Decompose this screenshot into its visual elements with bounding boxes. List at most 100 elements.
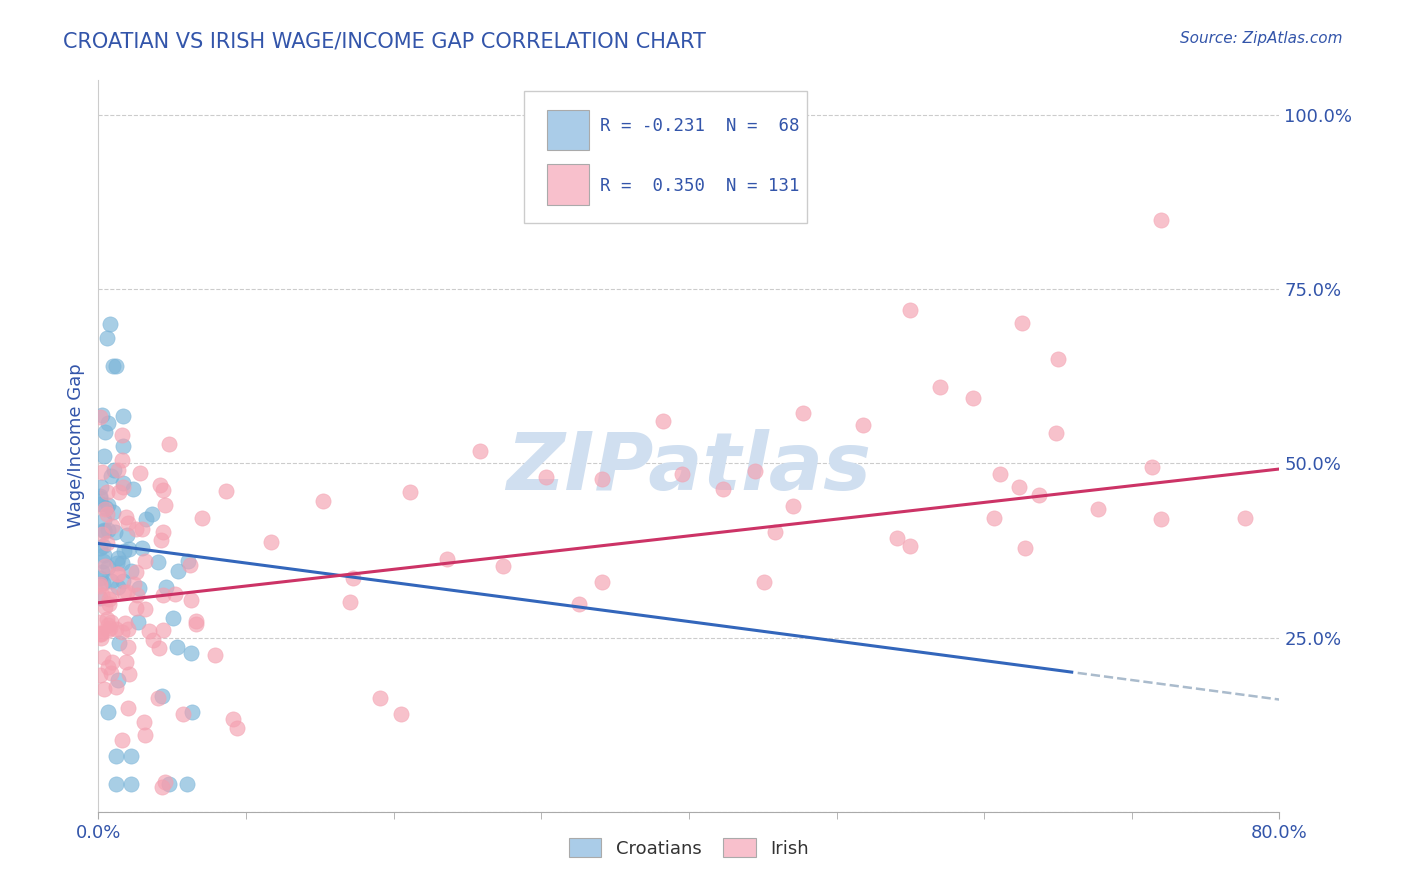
Point: [93, 524, 115, 538]
Point: [260, 535, 283, 549]
Point: [962, 391, 984, 405]
Point: [90, 480, 112, 494]
Point: [117, 700, 139, 714]
Point: [112, 438, 135, 452]
Point: [93, 513, 115, 527]
Point: [103, 359, 125, 373]
Point: [112, 479, 135, 493]
Point: [104, 622, 127, 636]
Point: [1234, 511, 1257, 525]
Point: [112, 584, 135, 599]
Point: [105, 566, 128, 581]
Point: [96, 485, 118, 500]
Point: [107, 551, 129, 566]
Point: [108, 484, 131, 499]
Point: [97, 617, 120, 632]
Point: [96, 535, 118, 549]
Point: [89, 491, 111, 505]
Point: [568, 597, 591, 611]
Point: [111, 427, 134, 442]
Point: [97, 499, 120, 513]
Point: [184, 616, 207, 631]
Point: [89, 410, 111, 425]
Point: [852, 417, 875, 432]
Point: [180, 592, 202, 607]
Point: [368, 690, 391, 705]
Point: [97, 597, 120, 611]
Point: [149, 533, 172, 547]
Point: [103, 505, 125, 519]
Point: [166, 640, 188, 655]
Point: [94, 425, 117, 439]
Point: [91, 588, 114, 602]
Point: [91, 527, 114, 541]
Point: [112, 544, 135, 558]
Point: [111, 475, 134, 490]
Point: [100, 666, 122, 681]
Point: [155, 580, 177, 594]
Point: [127, 615, 149, 629]
Point: [142, 633, 165, 648]
Point: [93, 449, 115, 463]
Point: [671, 467, 693, 481]
Point: [204, 648, 226, 662]
Point: [117, 585, 139, 599]
Point: [110, 625, 132, 640]
Point: [100, 615, 122, 630]
Point: [711, 482, 734, 496]
Point: [115, 510, 138, 524]
Point: [93, 548, 115, 562]
Point: [108, 635, 131, 649]
Legend: Croatians, Irish: Croatians, Irish: [562, 831, 815, 865]
Point: [651, 414, 673, 428]
Point: [96, 507, 118, 521]
Point: [157, 777, 180, 791]
Point: [91, 408, 114, 422]
Point: [120, 777, 142, 791]
Text: CROATIAN VS IRISH WAGE/INCOME GAP CORRELATION CHART: CROATIAN VS IRISH WAGE/INCOME GAP CORREL…: [63, 31, 706, 51]
Point: [96, 500, 118, 515]
Point: [122, 577, 145, 591]
Point: [111, 574, 134, 589]
Point: [928, 380, 950, 394]
Point: [179, 558, 201, 573]
Point: [89, 626, 111, 640]
Point: [1087, 502, 1109, 516]
Point: [107, 566, 129, 581]
Point: [180, 646, 202, 660]
Point: [105, 359, 128, 373]
Point: [215, 484, 238, 499]
Point: [105, 777, 128, 791]
Bar: [547, 164, 589, 204]
Point: [103, 463, 125, 477]
Point: [132, 714, 155, 729]
Point: [339, 595, 361, 609]
Point: [782, 499, 804, 513]
Point: [165, 587, 187, 601]
Point: [128, 581, 150, 595]
Point: [105, 557, 128, 571]
Point: [141, 507, 163, 521]
Text: R = -0.231  N =  68: R = -0.231 N = 68: [600, 118, 800, 136]
Point: [100, 588, 122, 602]
Point: [96, 331, 118, 345]
Point: [155, 498, 177, 512]
Point: [222, 712, 245, 726]
Point: [89, 571, 111, 585]
Point: [1046, 351, 1070, 366]
Point: [89, 627, 111, 641]
Point: [117, 640, 139, 654]
Point: [89, 489, 111, 503]
Point: [97, 706, 120, 720]
Point: [591, 575, 613, 590]
Point: [111, 453, 134, 467]
Point: [97, 416, 120, 430]
Point: [98, 621, 121, 635]
Point: [763, 525, 786, 540]
Point: [94, 501, 117, 516]
Point: [436, 552, 458, 566]
Point: [177, 554, 200, 568]
Point: [107, 463, 129, 477]
Point: [91, 650, 114, 665]
Point: [93, 554, 115, 568]
